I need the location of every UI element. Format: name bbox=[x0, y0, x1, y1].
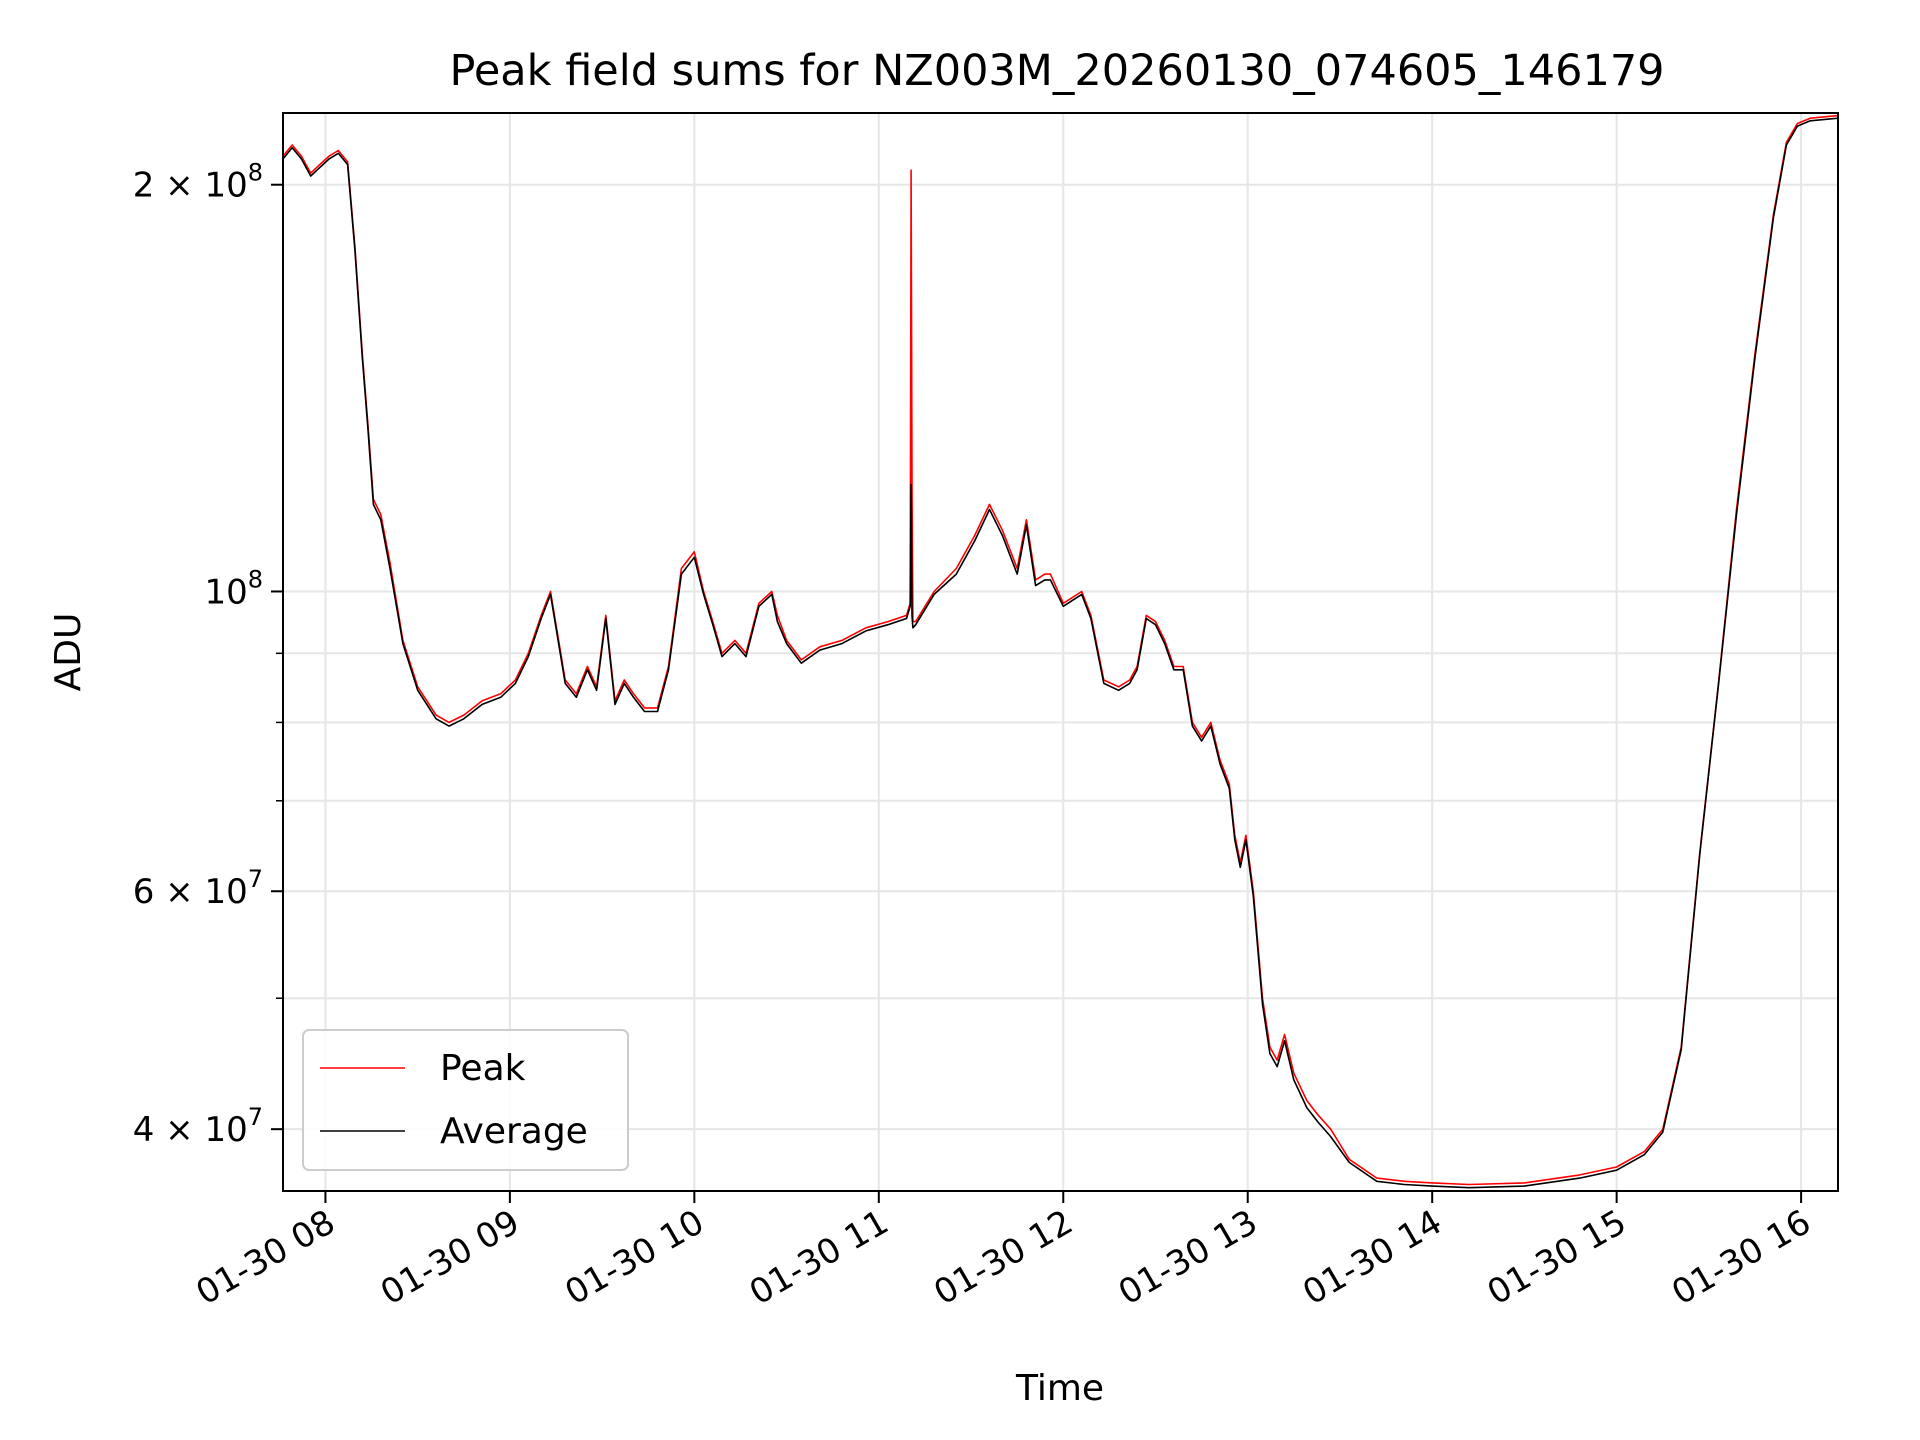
y-tick-exponent: 8 bbox=[248, 565, 263, 593]
y-tick-base: 4 bbox=[133, 1110, 155, 1150]
grid bbox=[283, 113, 1838, 1191]
chart-title: Peak field sums for NZ003M_20260130_0746… bbox=[449, 46, 1664, 96]
series-layer bbox=[283, 114, 1838, 1189]
y-tick-label: 6 × 107 bbox=[133, 865, 263, 912]
y-tick-label: 4 × 107 bbox=[133, 1103, 263, 1150]
y-tick-exponent: 8 bbox=[248, 159, 263, 187]
x-axis-label: Time bbox=[1015, 1368, 1104, 1409]
y-tick-label: 2 × 108 bbox=[133, 159, 263, 206]
y-tick-exponent: 7 bbox=[248, 1103, 263, 1131]
y-tick-times: × 10 bbox=[154, 872, 247, 912]
y-tick-times: × 10 bbox=[154, 1110, 247, 1150]
y-tick-exponent: 7 bbox=[248, 865, 263, 893]
series-peak-line bbox=[283, 114, 1838, 1186]
y-tick-times: × 10 bbox=[154, 166, 247, 206]
y-tick-label: 108 bbox=[204, 565, 263, 612]
legend-box bbox=[302, 1029, 629, 1171]
series-average-line bbox=[283, 117, 1838, 1189]
plot-frame bbox=[282, 112, 1839, 1192]
y-tick-base: 6 bbox=[133, 872, 155, 912]
y-tick-base: 2 bbox=[133, 166, 155, 206]
y-axis-label: ADU bbox=[48, 613, 89, 692]
legend: Peak Average bbox=[302, 1029, 629, 1171]
y-tick-base: 10 bbox=[204, 572, 247, 612]
legend-average-label: Average bbox=[440, 1111, 588, 1152]
legend-peak-label: Peak bbox=[440, 1048, 526, 1089]
